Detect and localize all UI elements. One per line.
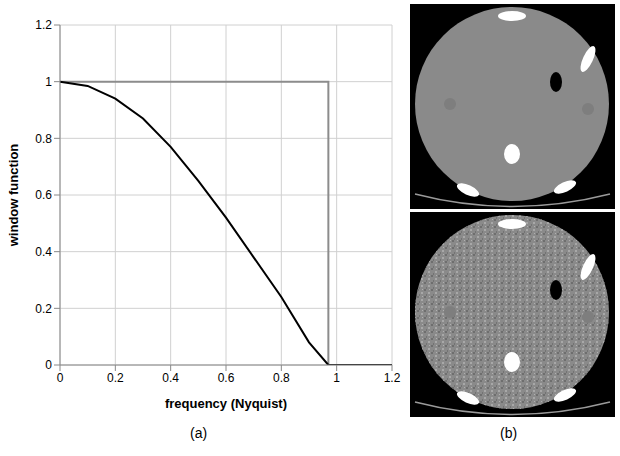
svg-text:frequency (Nyquist): frequency (Nyquist) [165,396,287,411]
svg-text:window function: window function [6,144,21,248]
svg-text:0: 0 [57,371,64,385]
svg-text:0: 0 [45,358,52,372]
svg-text:0.8: 0.8 [35,132,52,146]
svg-text:0.4: 0.4 [162,371,179,385]
svg-text:0.2: 0.2 [35,302,52,316]
svg-text:1.2: 1.2 [384,371,401,385]
svg-text:0.4: 0.4 [35,245,52,259]
svg-text:0.6: 0.6 [218,371,235,385]
svg-text:0.6: 0.6 [35,188,52,202]
html-text:(a): (a) [190,425,208,441]
html-text:(b): (b) [500,425,518,441]
svg-text:1: 1 [333,371,340,385]
svg-text:1.2: 1.2 [35,18,52,32]
svg-text:0.2: 0.2 [107,371,124,385]
svg-text:0.8: 0.8 [273,371,290,385]
svg-text:1: 1 [45,75,52,89]
